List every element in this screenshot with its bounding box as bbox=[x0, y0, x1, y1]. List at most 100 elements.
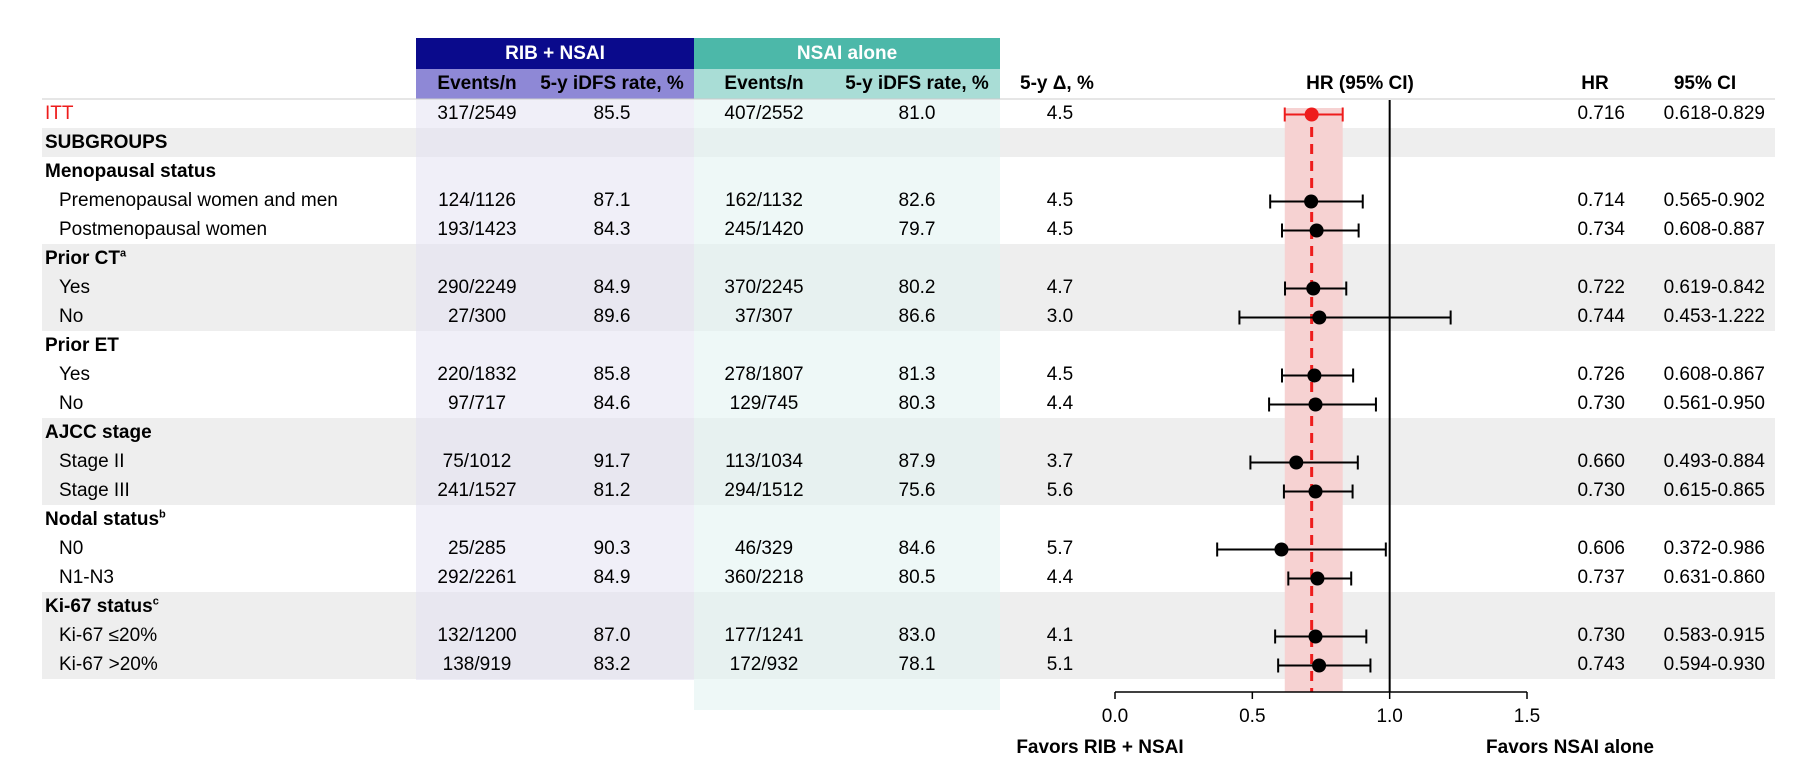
x-tick-label: 0.5 bbox=[1239, 706, 1265, 727]
g1-rate-cell: 87.1 bbox=[593, 190, 631, 211]
g1-rate-cell: 84.3 bbox=[593, 219, 631, 240]
hr-cell: 0.730 bbox=[1577, 625, 1625, 646]
g1-events-cell: 124/1126 bbox=[438, 190, 516, 211]
g1-rate-cell: 85.8 bbox=[593, 364, 631, 385]
hr-point bbox=[1312, 310, 1327, 325]
group2-subheader-bar bbox=[694, 69, 1000, 99]
row-label: Ki-67 >20% bbox=[59, 654, 158, 675]
group1-header-bar bbox=[416, 38, 694, 69]
category-label-text: Ki-67 status bbox=[45, 596, 153, 617]
category-label-text: Prior CT bbox=[45, 248, 120, 269]
ci-cell: 0.583-0.915 bbox=[1663, 625, 1765, 646]
g2-events-cell: 113/1034 bbox=[725, 451, 803, 472]
g2-events-cell: 46/329 bbox=[734, 538, 794, 559]
delta-cell: 4.5 bbox=[1046, 103, 1074, 124]
g2-events-cell: 360/2218 bbox=[724, 567, 804, 588]
g1-events-cell: 138/919 bbox=[442, 654, 512, 675]
g2-rate-cell: 83.0 bbox=[898, 625, 936, 646]
g1-rate-cell: 87.0 bbox=[593, 625, 631, 646]
g2-rate-cell: 78.1 bbox=[898, 654, 936, 675]
g1-events-cell: 27/300 bbox=[447, 306, 507, 327]
g1-events-cell: 292/2261 bbox=[437, 567, 517, 588]
hr-point bbox=[1308, 397, 1323, 412]
category-label: Menopausal status bbox=[45, 161, 217, 182]
x-tick-label: 1.0 bbox=[1376, 706, 1402, 727]
g1-events-cell: 75/1012 bbox=[442, 451, 512, 472]
delta-cell: 4.5 bbox=[1046, 364, 1074, 385]
g1-rate-cell: 83.2 bbox=[593, 654, 631, 675]
hr-cell: 0.744 bbox=[1577, 306, 1625, 327]
category-label: SUBGROUPS bbox=[45, 132, 168, 153]
hr-cell: 0.730 bbox=[1577, 393, 1625, 414]
g1-rate-cell: 84.6 bbox=[593, 393, 631, 414]
delta-cell: 4.5 bbox=[1046, 219, 1074, 240]
ci-cell: 0.631-0.860 bbox=[1663, 567, 1765, 588]
g2-rate-header: 5-y iDFS rate, % bbox=[845, 73, 989, 94]
g1-rate-header: 5-y iDFS rate, % bbox=[540, 73, 684, 94]
hr-point bbox=[1308, 484, 1323, 499]
hr-point bbox=[1310, 571, 1325, 586]
row-label: N0 bbox=[59, 538, 84, 559]
row-label: Yes bbox=[59, 277, 90, 298]
g2-events-cell: 129/745 bbox=[729, 393, 799, 414]
category-label: Ki-67 statusc bbox=[45, 593, 159, 621]
row-label: No bbox=[59, 306, 84, 327]
hr-cell: 0.716 bbox=[1577, 103, 1625, 124]
g1-events-cell: 241/1527 bbox=[437, 480, 517, 501]
ci-cell: 0.565-0.902 bbox=[1663, 190, 1765, 211]
ci-header: 95% CI bbox=[1673, 73, 1737, 94]
ci-cell: 0.561-0.950 bbox=[1663, 393, 1765, 414]
g1-events-cell: 97/717 bbox=[447, 393, 507, 414]
hr-point bbox=[1312, 658, 1327, 673]
delta-cell: 5.6 bbox=[1046, 480, 1074, 501]
g1-events-header: Events/n bbox=[437, 73, 517, 94]
delta-cell: 5.7 bbox=[1046, 538, 1074, 559]
g2-rate-cell: 79.7 bbox=[898, 219, 936, 240]
g2-rate-cell: 87.9 bbox=[898, 451, 936, 472]
hr-point bbox=[1304, 194, 1319, 209]
g2-events-cell: 407/2552 bbox=[724, 103, 804, 124]
group1-column-tint bbox=[416, 99, 694, 680]
hr-point bbox=[1309, 223, 1324, 238]
g1-rate-cell: 85.5 bbox=[593, 103, 631, 124]
row-label: Ki-67 ≤20% bbox=[59, 625, 158, 646]
g2-events-cell: 370/2245 bbox=[724, 277, 804, 298]
delta-cell: 3.0 bbox=[1046, 306, 1074, 327]
g2-rate-cell: 80.3 bbox=[898, 393, 936, 414]
delta-header: 5-y Δ, % bbox=[1020, 73, 1094, 94]
ci-cell: 0.493-0.884 bbox=[1663, 451, 1765, 472]
row-label: Postmenopausal women bbox=[59, 219, 268, 240]
row-label: Stage III bbox=[59, 480, 130, 501]
g2-rate-cell: 81.0 bbox=[898, 103, 936, 124]
row-label: Yes bbox=[59, 364, 90, 385]
g2-rate-cell: 81.3 bbox=[898, 364, 936, 385]
g2-rate-cell: 84.6 bbox=[898, 538, 936, 559]
row-label: Premenopausal women and men bbox=[59, 190, 338, 211]
g2-events-cell: 294/1512 bbox=[724, 480, 804, 501]
row-label: N1-N3 bbox=[59, 567, 114, 588]
g2-rate-cell: 80.2 bbox=[898, 277, 936, 298]
g2-events-header: Events/n bbox=[724, 73, 804, 94]
g1-rate-cell: 81.2 bbox=[593, 480, 631, 501]
g1-events-cell: 317/2549 bbox=[437, 103, 517, 124]
g2-events-cell: 172/932 bbox=[729, 654, 799, 675]
g2-rate-cell: 75.6 bbox=[898, 480, 936, 501]
ci-cell: 0.615-0.865 bbox=[1663, 480, 1765, 501]
category-label: ITT bbox=[45, 103, 74, 124]
g1-events-cell: 25/285 bbox=[447, 538, 507, 559]
category-label: AJCC stage bbox=[45, 422, 152, 443]
g2-rate-cell: 80.5 bbox=[898, 567, 936, 588]
footnote-marker: a bbox=[119, 247, 127, 260]
g2-rate-cell: 86.6 bbox=[898, 306, 936, 327]
ci-cell: 0.608-0.867 bbox=[1663, 364, 1765, 385]
hr-cell: 0.726 bbox=[1577, 364, 1625, 385]
hr-cell: 0.730 bbox=[1577, 480, 1625, 501]
row-label: Stage II bbox=[59, 451, 125, 472]
g1-events-cell: 290/2249 bbox=[437, 277, 517, 298]
g1-rate-cell: 84.9 bbox=[593, 567, 631, 588]
footnote-marker: b bbox=[159, 508, 166, 521]
hr-point bbox=[1304, 107, 1319, 122]
delta-cell: 4.1 bbox=[1046, 625, 1074, 646]
group1-subheader-bar bbox=[416, 69, 694, 99]
x-tick-label: 0.0 bbox=[1102, 706, 1128, 727]
